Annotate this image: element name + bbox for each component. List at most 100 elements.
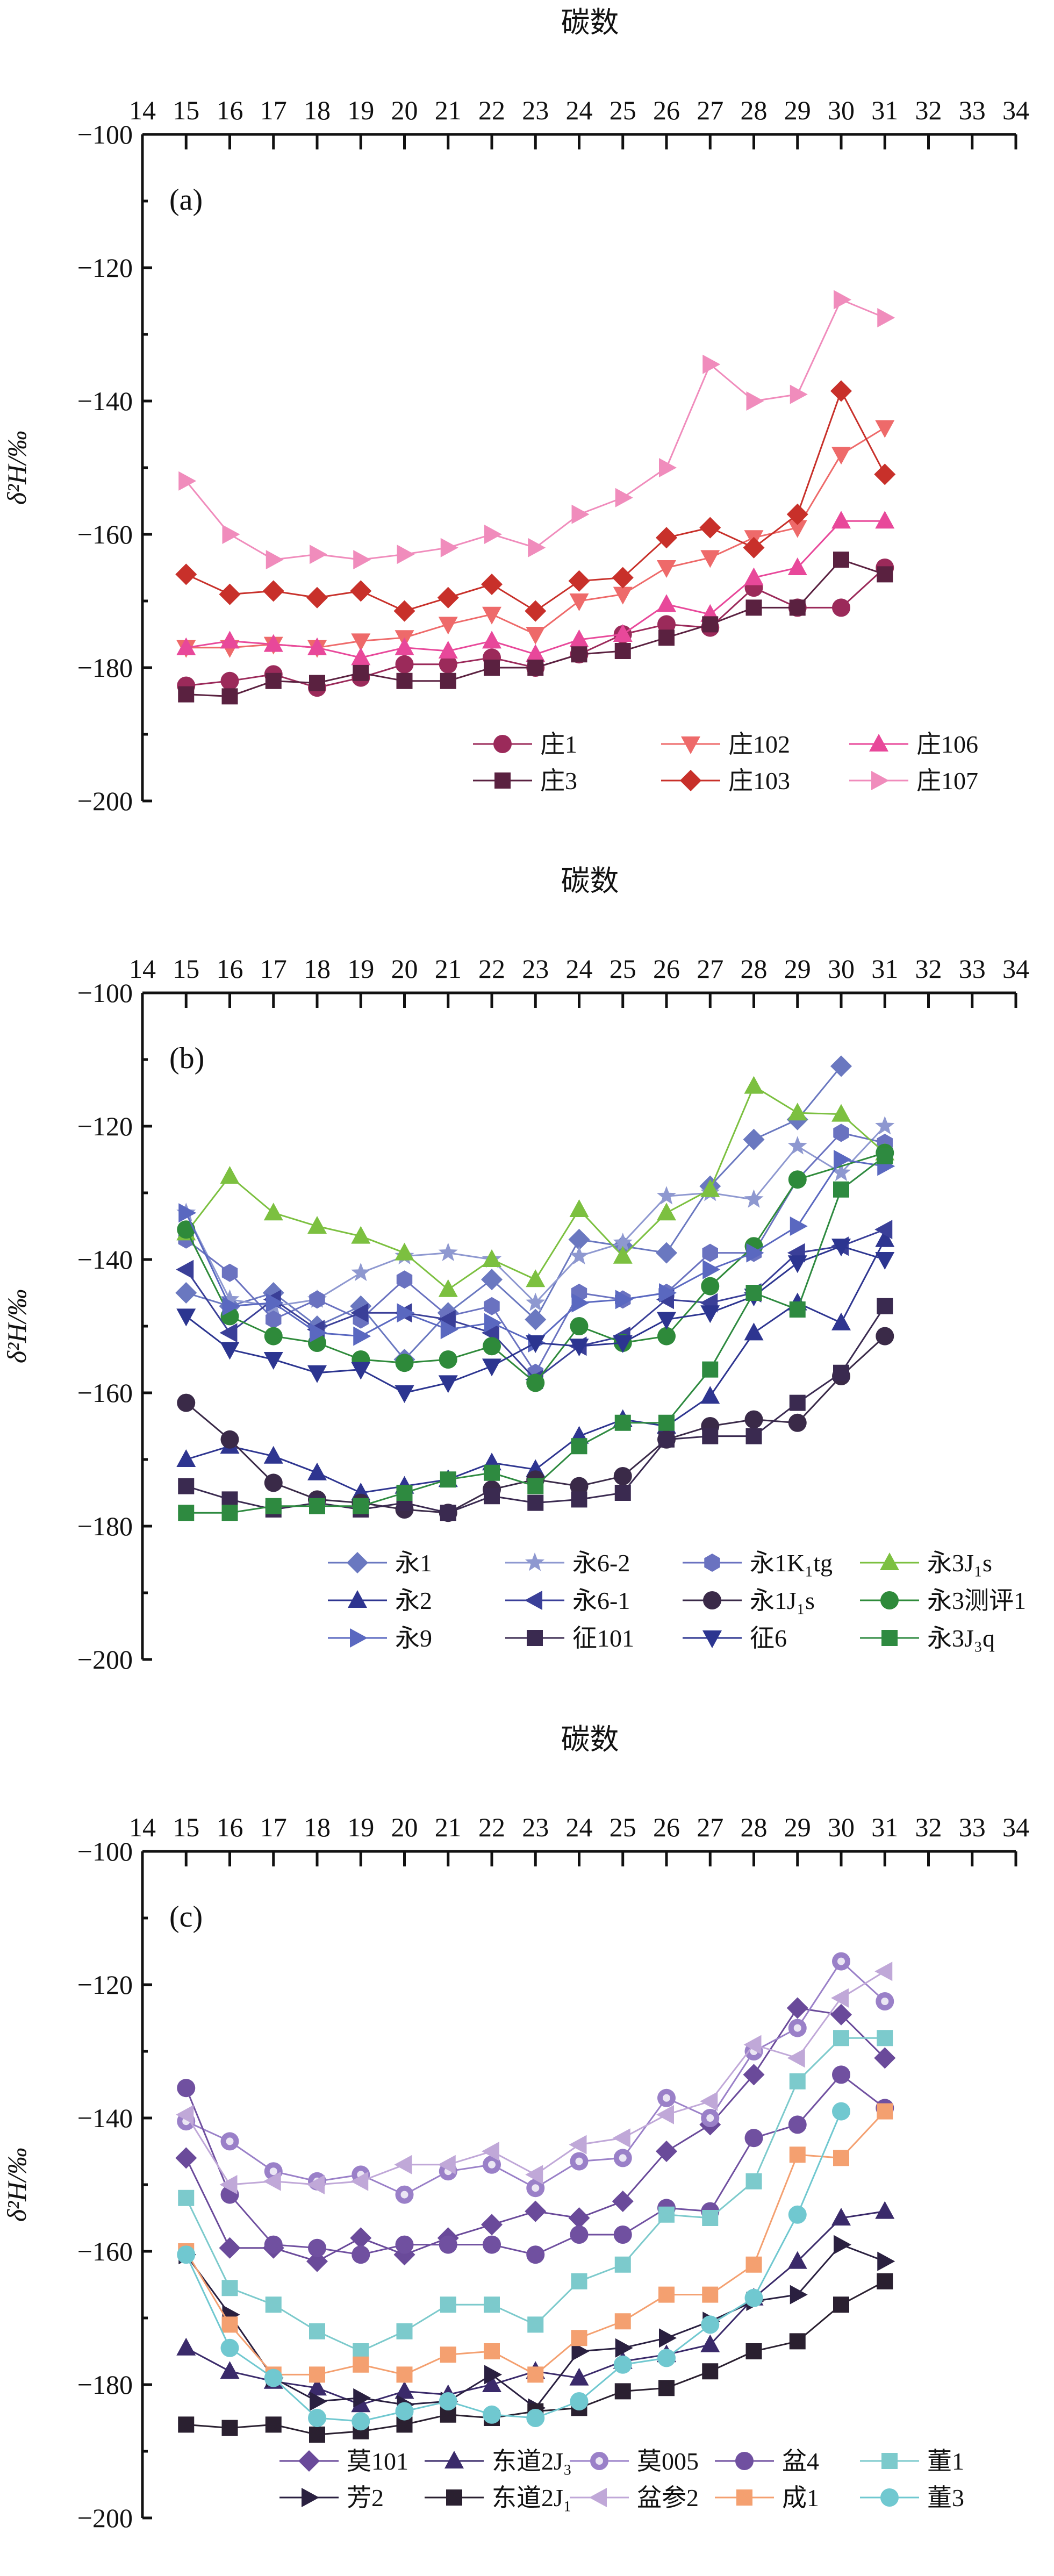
- data-point: [615, 1290, 633, 1310]
- data-point: [702, 2286, 719, 2303]
- series-1: [176, 420, 895, 658]
- x-tick-label: 25: [610, 95, 636, 125]
- legend-label: 永3J₃q: [927, 1625, 995, 1652]
- legend-marker: [702, 1630, 722, 1648]
- legend-label: 东道2J₁: [492, 2484, 572, 2511]
- data-point: [833, 1364, 849, 1381]
- data-point: [570, 1317, 589, 1335]
- legend-marker: [298, 2450, 320, 2472]
- x-tick-label: 26: [653, 954, 680, 984]
- data-point: [613, 586, 633, 605]
- legend-label: 永9: [395, 1625, 432, 1652]
- data-point: [745, 1285, 762, 1301]
- data-point: [700, 1305, 720, 1323]
- data-point-center: [706, 2114, 714, 2122]
- data-point: [744, 2129, 763, 2148]
- data-point: [569, 1339, 589, 1357]
- x-tick-label: 28: [741, 954, 768, 984]
- data-point: [831, 1239, 851, 1257]
- data-point: [699, 517, 721, 539]
- x-tick-label: 18: [304, 1812, 331, 1842]
- series-line: [185, 2007, 886, 2263]
- x-tick-label: 18: [304, 954, 331, 984]
- data-point: [351, 1262, 371, 1282]
- data-point: [353, 1326, 371, 1346]
- data-point: [874, 1220, 893, 1240]
- data-point: [659, 458, 677, 477]
- data-point: [831, 511, 851, 529]
- data-point: [307, 1462, 327, 1480]
- data-point-center: [488, 2160, 496, 2169]
- data-point: [177, 1220, 196, 1239]
- data-point: [830, 380, 852, 402]
- data-point: [395, 637, 414, 655]
- data-point: [395, 2235, 414, 2254]
- data-point: [613, 1467, 632, 1485]
- data-point: [393, 600, 415, 622]
- data-point: [395, 1385, 414, 1403]
- series-line: [185, 2111, 842, 2422]
- x-tick-label: 31: [871, 95, 898, 125]
- data-point: [266, 550, 284, 570]
- data-point: [481, 2214, 503, 2236]
- data-point: [484, 660, 500, 676]
- data-point: [266, 1293, 284, 1313]
- data-point: [569, 2367, 589, 2386]
- data-point: [658, 2286, 675, 2303]
- x-tick-label: 26: [653, 1812, 680, 1842]
- data-point: [263, 1203, 283, 1221]
- data-point: [484, 1313, 502, 1333]
- data-point: [309, 675, 325, 691]
- data-point: [571, 2342, 590, 2361]
- data-point: [308, 2238, 326, 2257]
- data-point: [833, 2030, 849, 2047]
- data-point: [438, 1375, 458, 1393]
- data-point: [527, 2366, 544, 2383]
- data-point: [438, 641, 458, 659]
- data-point: [350, 580, 372, 602]
- data-point: [745, 2256, 762, 2273]
- legend-marker: [881, 2453, 898, 2469]
- data-point-center: [400, 2191, 408, 2199]
- y-tick-label: −160: [77, 2236, 133, 2266]
- data-point: [396, 2416, 413, 2433]
- data-point: [831, 1162, 851, 1182]
- y-tick-label: −100: [77, 119, 133, 149]
- data-point: [614, 2383, 631, 2400]
- data-point: [396, 1485, 413, 1501]
- data-point: [789, 2333, 806, 2350]
- data-point: [397, 545, 415, 564]
- data-point: [571, 646, 587, 663]
- data-point: [221, 1263, 238, 1282]
- data-point: [484, 2343, 500, 2359]
- data-point: [219, 2237, 241, 2259]
- data-point: [220, 671, 239, 690]
- data-point: [481, 1269, 503, 1291]
- y-tick-label: −180: [77, 1511, 133, 1541]
- y-tick-label: −140: [77, 386, 133, 416]
- legend-marker: [302, 2488, 319, 2507]
- data-point: [874, 2047, 896, 2069]
- x-tick-label: 25: [610, 1812, 636, 1842]
- data-point: [657, 1312, 676, 1330]
- data-point: [178, 686, 195, 703]
- data-point-center: [619, 2154, 627, 2162]
- data-point: [526, 2245, 545, 2264]
- data-point: [875, 1229, 895, 1247]
- data-point: [525, 2165, 543, 2185]
- y-tick-label: −100: [77, 1836, 133, 1866]
- data-point: [877, 308, 895, 327]
- data-point: [787, 1103, 807, 1121]
- data-point: [656, 1186, 677, 1205]
- data-point: [396, 672, 413, 689]
- legend-marker: [736, 2489, 752, 2506]
- series-line: [185, 1960, 886, 2196]
- data-point: [177, 2245, 196, 2264]
- data-point: [702, 1428, 719, 1444]
- panel-c: 碳数 14 15 16 17 18 19 20 21 22 23 24 25 26 27 28 29 30 31 32…: [2, 1722, 1029, 2533]
- data-point: [877, 1148, 893, 1164]
- data-point: [701, 2315, 720, 2334]
- data-point: [700, 1386, 720, 1404]
- data-point: [702, 2363, 719, 2380]
- data-point: [351, 647, 371, 666]
